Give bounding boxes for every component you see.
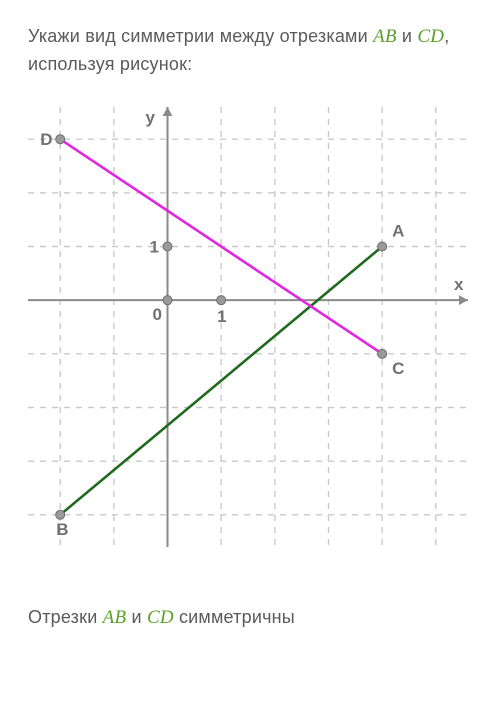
svg-text:0: 0 xyxy=(153,305,162,324)
q-pre: Укажи вид симметрии между отрезками xyxy=(28,26,373,46)
symmetry-chart: x y 0 1 1 A B C D xyxy=(28,107,468,547)
svg-text:B: B xyxy=(56,520,68,539)
q-seg1: AB xyxy=(373,26,397,47)
question-text: Укажи вид симметрии между отрезками AB и… xyxy=(28,22,472,79)
a-mid: и xyxy=(126,607,147,627)
svg-text:x: x xyxy=(454,275,464,294)
a-post: симметричны xyxy=(174,607,295,627)
svg-text:1: 1 xyxy=(150,238,159,257)
q-seg2: CD xyxy=(417,26,444,47)
svg-text:A: A xyxy=(392,222,404,241)
svg-text:C: C xyxy=(392,359,404,378)
q-mid: и xyxy=(397,26,418,46)
svg-text:y: y xyxy=(146,108,156,127)
svg-text:1: 1 xyxy=(217,307,226,326)
answer-text: Отрезки AB и CD симметричны xyxy=(28,607,472,629)
a-seg1: AB xyxy=(103,607,127,628)
svg-text:D: D xyxy=(40,131,52,150)
a-seg2: CD xyxy=(147,607,174,628)
chart-container: x y 0 1 1 A B C D xyxy=(28,107,472,547)
a-pre: Отрезки xyxy=(28,607,103,627)
